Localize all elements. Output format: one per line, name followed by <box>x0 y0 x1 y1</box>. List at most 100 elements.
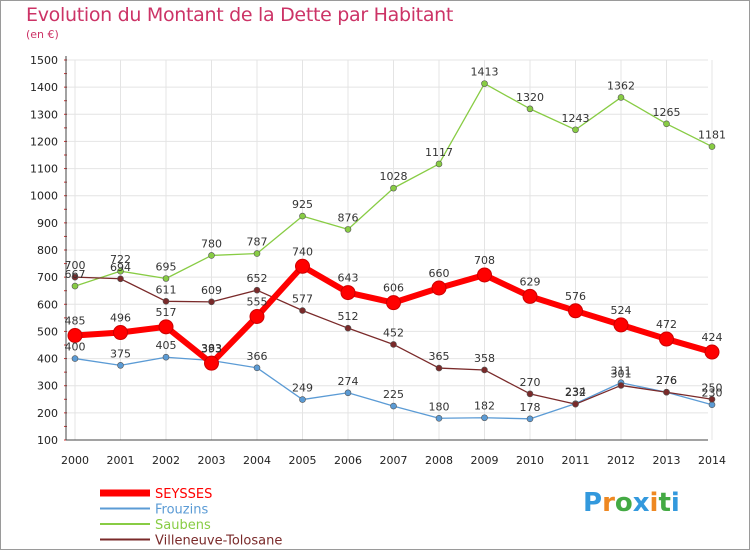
data-point <box>522 288 538 304</box>
data-point <box>71 273 79 281</box>
data-point <box>613 317 629 333</box>
logo-letter: o <box>614 488 633 518</box>
data-point <box>162 297 170 305</box>
logo-letter: x <box>632 488 650 518</box>
data-point <box>390 184 397 192</box>
data-label: 358 <box>474 352 495 365</box>
data-point <box>568 303 583 319</box>
data-point <box>526 415 534 423</box>
data-label: 366 <box>247 350 268 363</box>
data-label: 232 <box>565 386 586 399</box>
data-point <box>572 400 579 408</box>
logo-letter: i <box>670 488 680 518</box>
data-label: 276 <box>656 374 677 387</box>
data-point <box>704 344 720 360</box>
data-label: 694 <box>110 261 131 274</box>
data-label: 1181 <box>698 129 726 142</box>
data-label: 1413 <box>471 66 499 79</box>
data-label: 512 <box>338 310 359 323</box>
x-tick-label: 2008 <box>425 454 453 467</box>
data-label: 1320 <box>516 91 544 104</box>
data-point <box>71 282 79 290</box>
data-point <box>386 295 401 311</box>
data-point <box>344 389 352 397</box>
y-tick-label: 100 <box>37 434 58 447</box>
x-tick-label: 2009 <box>471 454 499 467</box>
data-label: 643 <box>338 272 359 285</box>
data-point <box>526 105 534 113</box>
data-point <box>253 250 261 257</box>
chart-subtitle: (en €) <box>26 28 59 41</box>
data-label: 270 <box>520 376 541 389</box>
legend-label: Saubens <box>155 518 211 533</box>
y-tick-label: 1100 <box>30 163 58 176</box>
data-point <box>204 355 219 371</box>
data-label: 393 <box>201 342 222 355</box>
data-point <box>117 275 124 283</box>
data-point <box>390 341 397 348</box>
data-label: 708 <box>474 254 495 267</box>
data-label: 652 <box>247 272 268 285</box>
data-point <box>663 120 670 128</box>
x-tick-label: 2013 <box>653 454 681 467</box>
data-label: 249 <box>292 382 313 395</box>
data-point <box>253 286 261 294</box>
data-point <box>295 258 310 274</box>
data-label: 780 <box>201 237 222 250</box>
data-label: 276 <box>656 374 677 387</box>
data-label: 452 <box>383 326 404 339</box>
x-tick-label: 2002 <box>152 454 180 467</box>
data-label: 230 <box>702 387 723 400</box>
data-label: 629 <box>520 275 541 288</box>
data-point <box>435 160 443 168</box>
y-tick-label: 200 <box>37 407 58 420</box>
data-label: 925 <box>292 198 313 211</box>
data-label: 1243 <box>562 112 590 125</box>
data-label: 700 <box>65 259 86 272</box>
x-tick-label: 2003 <box>198 454 226 467</box>
data-label: 1362 <box>607 79 635 92</box>
data-label: 1265 <box>653 106 681 119</box>
data-point <box>158 319 174 335</box>
data-label: 660 <box>429 267 450 280</box>
y-tick-label: 1000 <box>30 190 58 203</box>
y-tick-label: 700 <box>37 271 58 284</box>
data-point <box>249 309 265 324</box>
data-point <box>299 307 306 314</box>
x-tick-label: 2007 <box>380 454 408 467</box>
data-point <box>435 364 443 372</box>
data-label: 1028 <box>380 170 408 183</box>
x-tick-label: 2001 <box>107 454 135 467</box>
y-tick-label: 1300 <box>30 108 58 121</box>
data-point <box>481 366 488 374</box>
y-tick-label: 400 <box>37 353 58 366</box>
y-tick-label: 1200 <box>30 135 58 148</box>
data-label: 365 <box>429 350 450 363</box>
data-point <box>708 143 716 150</box>
data-label: 740 <box>292 245 313 258</box>
data-point <box>117 362 124 369</box>
data-point <box>162 275 170 282</box>
data-label: 695 <box>156 261 177 274</box>
logo-letter: P <box>583 488 603 518</box>
x-tick-label: 2005 <box>289 454 317 467</box>
data-point <box>477 267 492 283</box>
legend-label: Villeneuve-Tolosane <box>155 534 282 549</box>
logo-letter: t <box>658 488 671 518</box>
chart-title: Evolution du Montant de la Dette par Hab… <box>26 4 454 26</box>
data-label: 876 <box>338 211 359 224</box>
data-point <box>481 80 488 87</box>
legend-label: Frouzins <box>155 503 208 518</box>
data-label: 274 <box>338 375 359 388</box>
x-tick-label: 2014 <box>698 454 726 467</box>
data-label: 383 <box>201 342 222 355</box>
data-point <box>431 280 447 296</box>
data-label: 472 <box>656 318 677 331</box>
data-point <box>67 328 83 343</box>
data-label: 611 <box>156 283 177 296</box>
y-tick-label: 300 <box>37 380 58 393</box>
data-point <box>344 324 352 332</box>
data-label: 609 <box>201 284 222 297</box>
data-label: 311 <box>611 365 632 378</box>
